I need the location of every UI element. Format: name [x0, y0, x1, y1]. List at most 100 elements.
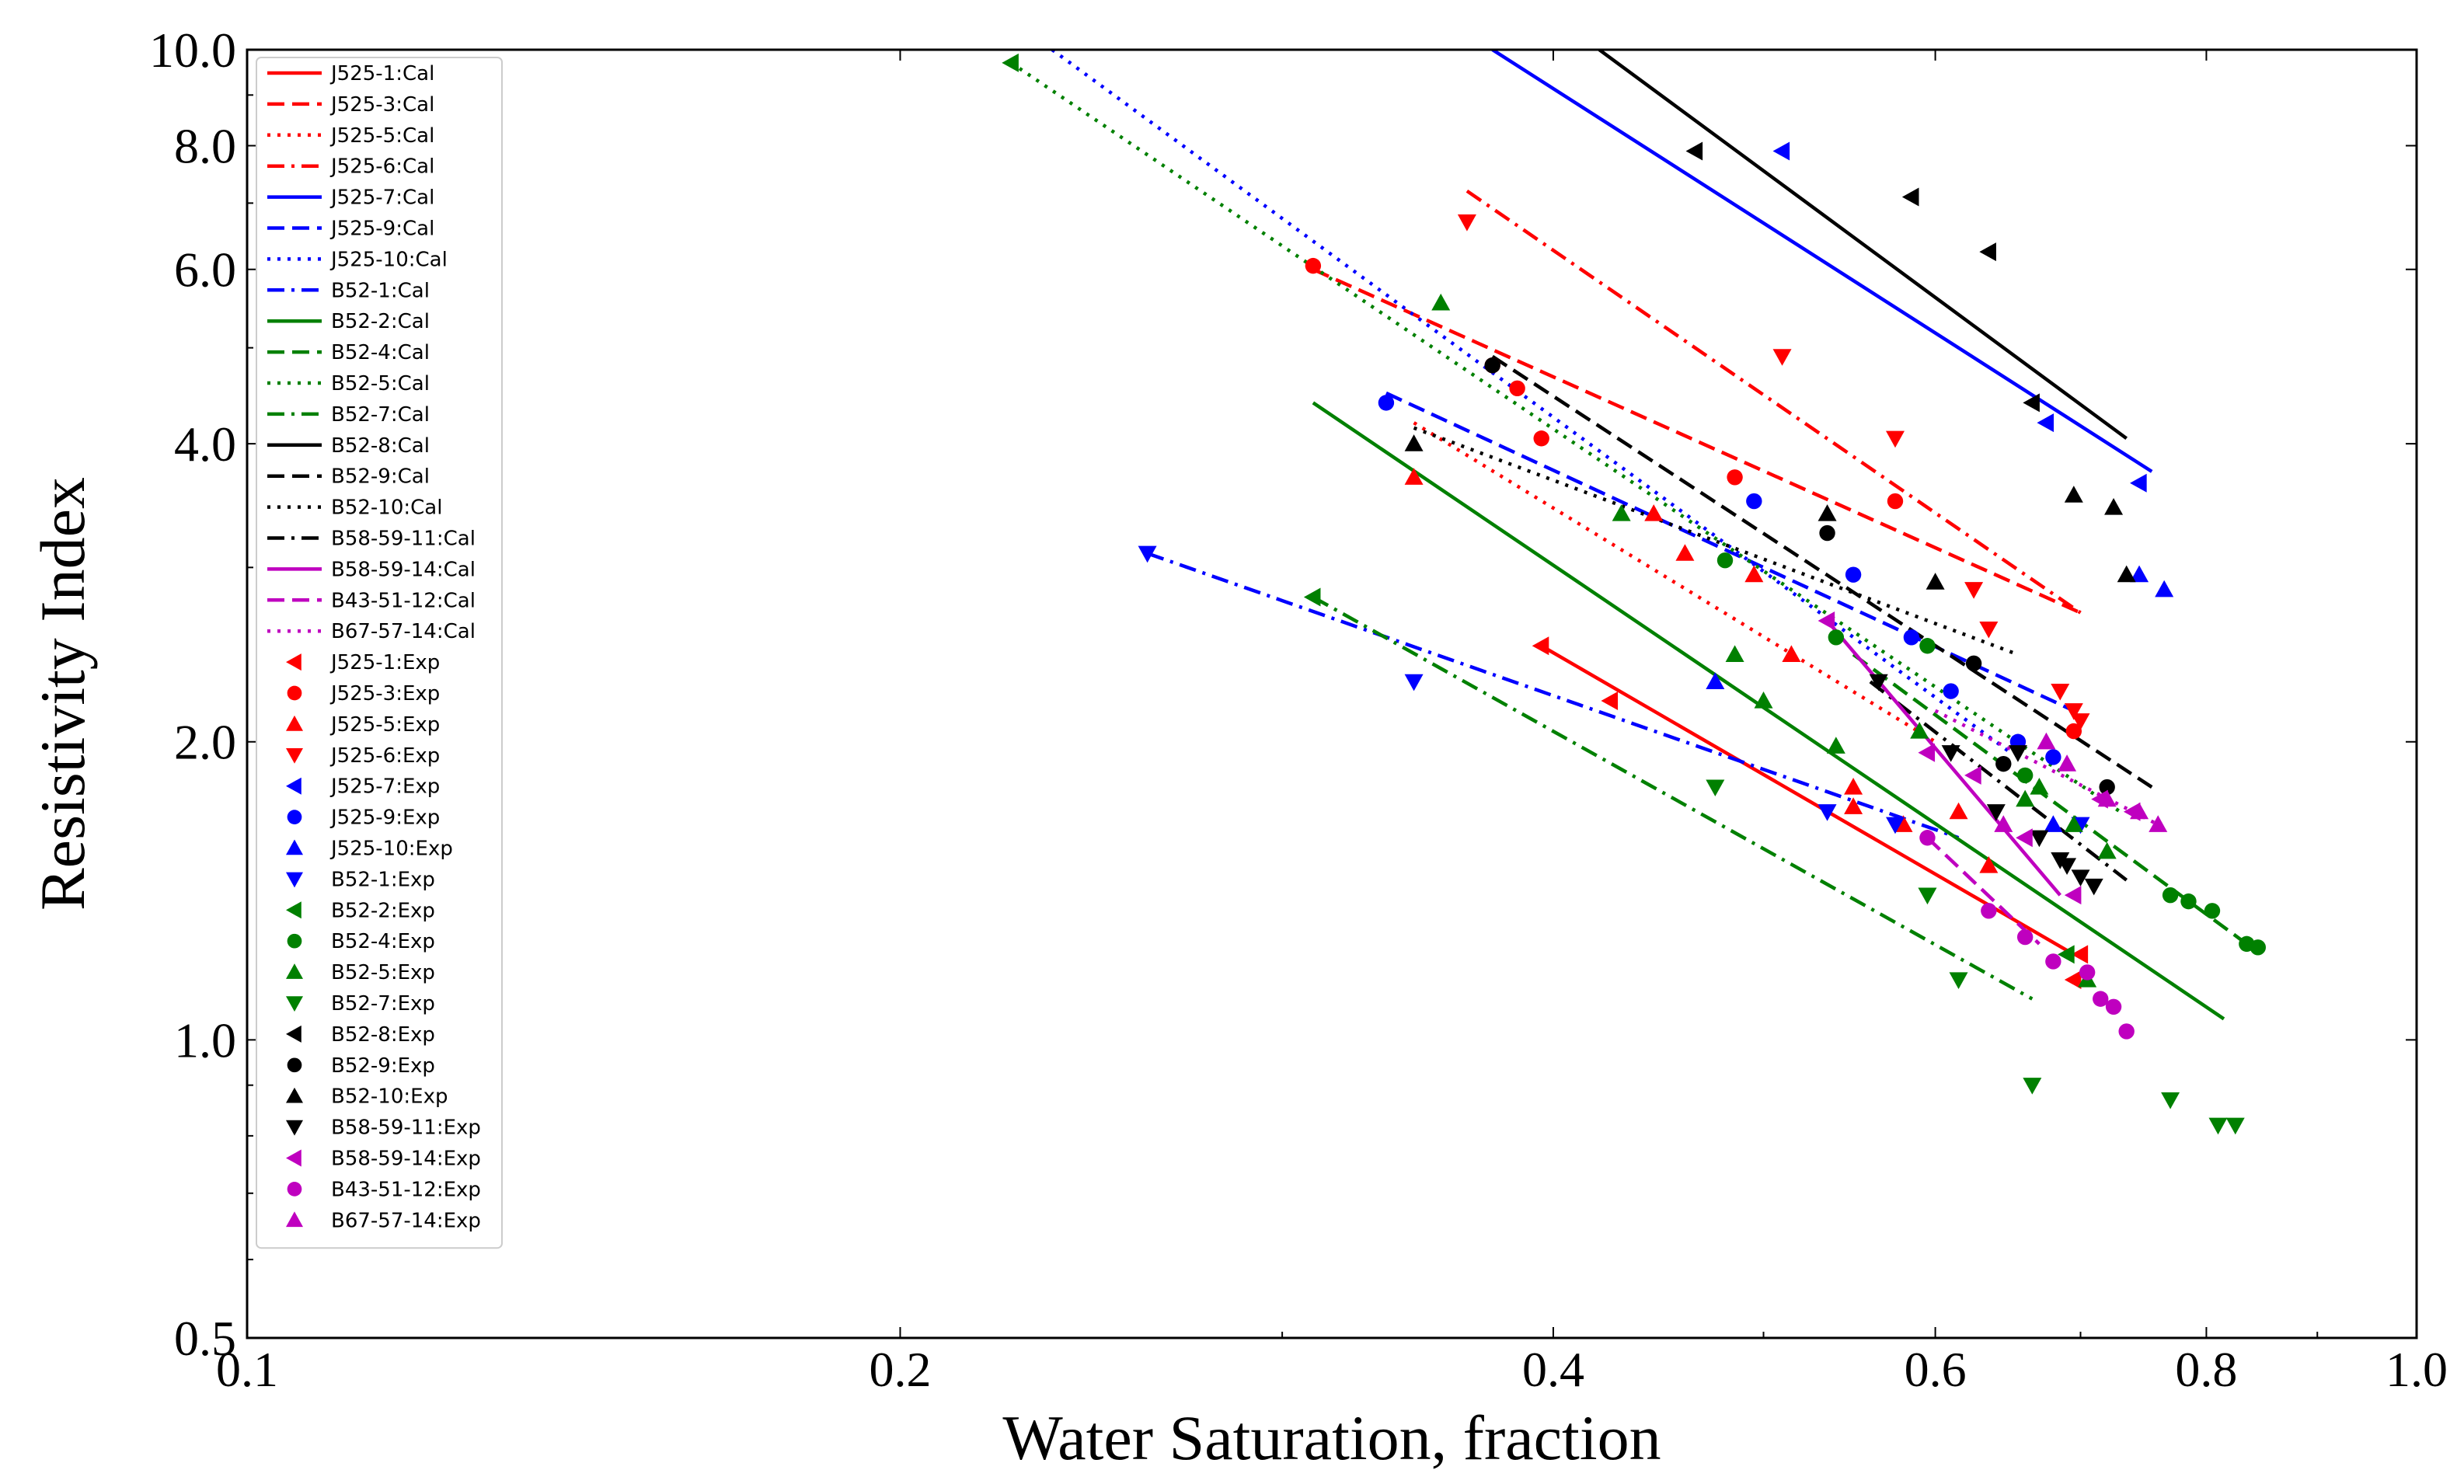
exp-point-b52-5-exp	[1754, 691, 1773, 709]
x-tick-label: 0.4	[1522, 1342, 1584, 1397]
legend-label: J525-5:Cal	[329, 124, 434, 148]
exp-point-b52-7-exp	[1918, 887, 1937, 905]
legend-label: B52-1:Cal	[331, 279, 430, 302]
exp-point-b52-7-exp	[1949, 972, 1968, 990]
x-tick-label: 1.0	[2386, 1342, 2448, 1397]
exp-point-j525-5-exp	[1894, 815, 1913, 832]
exp-point-b67-57-14-exp	[1994, 815, 2013, 832]
legend-label: J525-9:Exp	[329, 806, 440, 830]
legend-marker-swatch	[286, 901, 301, 919]
y-axis-title: Resistivity Index	[27, 477, 98, 911]
exp-point-b52-9-exp	[1819, 524, 1835, 542]
legend-label: B52-8:Exp	[331, 1023, 435, 1047]
cal-line-j525-3-cal	[1312, 267, 2082, 615]
cal-line-j525-10-cal	[1051, 50, 2012, 754]
legend-label: B58-59-11:Cal	[331, 528, 476, 551]
exp-point-b43-51-12-exp	[2118, 1023, 2135, 1040]
exp-point-b43-51-12-exp	[2079, 964, 2096, 981]
cal-line-j525-1-cal	[1540, 644, 2075, 956]
exp-point-b52-8-exp	[1685, 141, 1703, 161]
exp-point-b52-5-exp	[1826, 737, 1845, 754]
x-axis-title: Water Saturation, fraction	[1002, 1402, 1661, 1473]
exp-point-b52-9-exp	[2099, 779, 2115, 796]
exp-point-j525-5-exp	[1844, 778, 1863, 795]
legend-marker-swatch	[287, 1057, 302, 1073]
cal-line-j525-5-cal	[1413, 421, 1936, 744]
x-tick-label: 0.1	[216, 1342, 278, 1397]
exp-point-j525-9-exp	[1378, 395, 1395, 411]
legend-label: B52-9:Exp	[331, 1054, 435, 1078]
tick-labels: 0.1 0.2 0.4 0.6 0.8 1.0 0.5 1.0 2.0 4.0 6.0 8.0 10.0	[149, 23, 2448, 1397]
exp-point-j525-6-exp	[1964, 582, 1984, 599]
exp-point-b52-5-exp	[2030, 778, 2049, 795]
calibration-lines	[1010, 50, 2248, 1021]
cal-line-b58-59-11-cal	[1869, 680, 2128, 882]
cal-line-b52-1-cal	[1146, 552, 1960, 840]
exp-point-b52-9-exp	[1484, 357, 1500, 374]
legend-label: B67-57-14:Exp	[331, 1209, 481, 1232]
exp-point-j525-5-exp	[1949, 802, 1968, 820]
legend-label: B58-59-14:Cal	[331, 558, 476, 581]
exp-point-j525-3-exp	[1509, 380, 1525, 397]
exp-point-j525-10-exp	[2155, 580, 2174, 597]
exp-point-j525-5-exp	[1744, 565, 1764, 583]
legend-label: B43-51-12:Cal	[331, 589, 476, 612]
exp-point-j525-5-exp	[1404, 468, 1424, 485]
legend-label: B52-4:Exp	[331, 930, 435, 953]
exp-point-b52-1-exp	[1138, 545, 1157, 563]
legend-marker-swatch	[286, 1025, 301, 1043]
legend-label: B52-4:Cal	[331, 341, 430, 364]
exp-point-j525-1-exp	[2064, 970, 2082, 990]
cal-line-b52-9-cal	[1491, 354, 2153, 789]
legend-marker-swatch	[286, 653, 301, 671]
exp-point-j525-3-exp	[1887, 493, 1904, 510]
experiment-markers	[1002, 53, 2266, 1135]
exp-point-b52-2-exp	[1303, 587, 1321, 607]
exp-point-b52-1-exp	[1885, 817, 1905, 834]
legend-marker-swatch	[287, 810, 302, 824]
exp-point-b52-7-exp	[1706, 779, 1725, 797]
legend-label: J525-3:Cal	[329, 93, 434, 117]
y-tick-label: 2.0	[174, 715, 236, 770]
cal-line-j525-6-cal	[1466, 189, 2082, 615]
exp-point-b52-5-exp	[2016, 789, 2035, 807]
exp-point-b52-10-exp	[1818, 504, 1837, 521]
exp-point-b58-59-14-exp	[1918, 743, 1936, 762]
exp-point-j525-6-exp	[1772, 349, 1792, 366]
exp-point-j525-6-exp	[1885, 430, 1905, 448]
exp-point-b52-8-exp	[1979, 242, 1996, 262]
exp-point-j525-6-exp	[1979, 621, 1999, 639]
exp-point-b58-59-11-exp	[2084, 878, 2103, 896]
legend-label: B67-57-14:Cal	[331, 620, 476, 643]
exp-point-j525-6-exp	[2064, 703, 2083, 720]
exp-point-b52-10-exp	[1926, 573, 1945, 590]
cal-line-j525-7-cal	[1491, 50, 2153, 473]
exp-point-j525-5-exp	[1844, 797, 1863, 814]
exp-point-j525-9-exp	[1845, 566, 1862, 583]
exp-point-b52-4-exp	[1716, 552, 1734, 569]
exp-point-b67-57-14-exp	[2130, 802, 2149, 820]
legend-marker-swatch	[286, 1087, 303, 1103]
cal-line-j525-9-cal	[1385, 391, 2075, 712]
y-tick-label: 10.0	[149, 23, 236, 78]
exp-point-j525-9-exp	[1903, 629, 1920, 646]
legend-marker-swatch	[286, 715, 303, 731]
exp-point-j525-10-exp	[2044, 815, 2063, 832]
exp-point-b52-5-exp	[1725, 645, 1744, 663]
y-tick-label: 6.0	[174, 242, 236, 298]
exp-point-j525-3-exp	[2065, 723, 2082, 740]
exp-point-b52-9-exp	[1965, 655, 1982, 672]
exp-point-b43-51-12-exp	[2093, 991, 2109, 1007]
exp-point-b58-59-14-exp	[2064, 886, 2082, 905]
cal-line-b52-2-cal	[1312, 401, 2225, 1021]
exp-point-b58-59-11-exp	[1941, 745, 1960, 762]
legend-marker-swatch	[287, 933, 302, 949]
exp-point-j525-9-exp	[1746, 493, 1762, 510]
legend-box	[256, 57, 503, 1249]
exp-point-b52-5-exp	[1431, 293, 1451, 311]
exp-point-b52-4-exp	[1828, 629, 1845, 646]
y-tick-label: 8.0	[174, 118, 236, 173]
legend-marker-swatch	[286, 839, 303, 855]
legend-label: B52-5:Cal	[331, 372, 430, 395]
